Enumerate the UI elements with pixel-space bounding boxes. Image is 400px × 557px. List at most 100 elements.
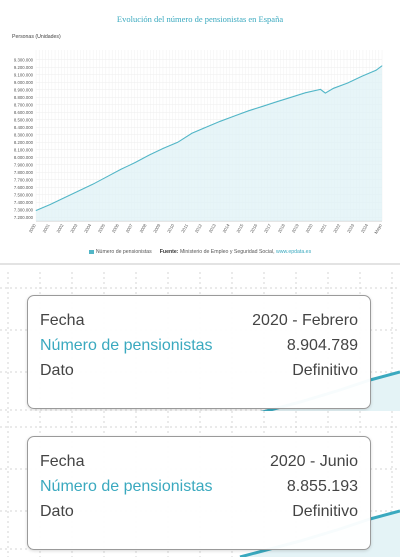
tooltip-date-value: 2020 - Junio bbox=[269, 453, 358, 470]
tooltip-status-value: Definitivo bbox=[292, 503, 358, 520]
y-tick-label: 8.100.000 bbox=[14, 147, 34, 152]
series-point bbox=[205, 126, 207, 128]
tooltip-series-label: Número de pensionistas bbox=[40, 337, 213, 354]
legend-source-label: Fuente: bbox=[159, 249, 179, 255]
x-tick-label: 2003 bbox=[69, 222, 78, 233]
y-tick-label: 7.600.000 bbox=[14, 185, 34, 190]
zoom-panel-february: Fecha 2020 - Febrero Número de pensionis… bbox=[0, 272, 400, 418]
tooltip-series-value: 8.855.193 bbox=[286, 478, 358, 495]
y-tick-label: 7.900.000 bbox=[14, 162, 34, 167]
tooltip-row-status: Dato Definitivo bbox=[40, 359, 358, 383]
legend-source-text: Ministerio de Empleo y Seguridad Social, bbox=[179, 249, 275, 255]
x-tick-label: 2000 bbox=[28, 222, 37, 233]
x-tick-label: 2007 bbox=[125, 222, 134, 233]
series-point bbox=[177, 141, 179, 143]
series-point bbox=[234, 115, 235, 117]
y-tick-label: 7.800.000 bbox=[14, 170, 34, 175]
series-point bbox=[219, 120, 221, 122]
series-point bbox=[324, 92, 326, 94]
x-tick-label: 2016 bbox=[249, 222, 258, 233]
y-tick-label: 7.200.000 bbox=[14, 215, 34, 220]
chart-legend: Número de pensionistas Fuente: Ministerio… bbox=[0, 249, 400, 255]
x-tick-label: 2013 bbox=[208, 222, 217, 233]
tooltip-row-series: Número de pensionistas 8.855.193 bbox=[40, 475, 358, 499]
legend-series-label: Número de pensionistas bbox=[95, 249, 152, 255]
x-tick-label: 2011 bbox=[180, 222, 189, 233]
y-tick-label: 8.800.000 bbox=[14, 95, 34, 100]
series-point bbox=[320, 89, 321, 90]
x-tick-label: 2012 bbox=[194, 222, 203, 233]
x-tick-label: 2014 bbox=[222, 222, 231, 233]
tooltip-status-label: Dato bbox=[40, 362, 74, 379]
y-tick-label: 8.900.000 bbox=[14, 87, 34, 92]
series-point bbox=[347, 82, 349, 84]
y-tick-label: 7.700.000 bbox=[14, 177, 34, 182]
x-tick-label: Mayo bbox=[373, 222, 383, 234]
x-tick-label: 2005 bbox=[97, 222, 106, 233]
y-tick-label: 9.100.000 bbox=[14, 72, 34, 77]
tooltip-series-label: Número de pensionistas bbox=[40, 478, 213, 495]
chart-plot: 7.200.000 7.300.000 7.400.000 7.500.000 7.60… bbox=[12, 34, 383, 235]
series-point bbox=[120, 168, 122, 170]
y-tick-label: 8.500.000 bbox=[14, 117, 34, 122]
series-point bbox=[375, 69, 377, 71]
x-tick-label: 2004 bbox=[83, 222, 92, 233]
x-tick-label: 2008 bbox=[138, 222, 147, 233]
series-point bbox=[304, 92, 306, 94]
x-tick-label: 2019 bbox=[291, 222, 300, 233]
y-tick-label: 8.700.000 bbox=[14, 102, 34, 107]
series-point bbox=[106, 176, 108, 178]
series-point bbox=[148, 154, 150, 156]
x-tick-label: 2022 bbox=[332, 222, 341, 233]
y-tick-label: 8.300.000 bbox=[14, 132, 34, 137]
y-tick-label: 7.300.000 bbox=[14, 207, 34, 212]
x-tick-label: 2021 bbox=[318, 222, 327, 233]
tooltip-row-status: Dato Definitivo bbox=[40, 500, 358, 524]
y-tick-label: 7.400.000 bbox=[14, 200, 34, 205]
tooltip-status-value: Definitivo bbox=[292, 362, 358, 379]
y-tick-label: 9.200.000 bbox=[14, 65, 34, 70]
series-point bbox=[262, 105, 264, 107]
x-tick-label: 2010 bbox=[166, 222, 175, 233]
tooltip-card: Fecha 2020 - Febrero Número de pensionis… bbox=[27, 295, 371, 409]
x-tick-label: 2015 bbox=[235, 222, 244, 233]
y-tick-label: 8.400.000 bbox=[14, 125, 34, 130]
x-tick-label: 2006 bbox=[111, 222, 120, 233]
y-tick-label: 8.000.000 bbox=[14, 155, 34, 160]
legend-source-link[interactable]: www.epdata.es bbox=[275, 249, 312, 255]
y-tick-label: 9.300.000 bbox=[14, 57, 34, 62]
series-point bbox=[191, 132, 193, 134]
series-point bbox=[78, 190, 79, 192]
zoom-panel-june: Fecha 2020 - Junio Número de pensionista… bbox=[0, 411, 400, 557]
x-tick-label: 2023 bbox=[346, 222, 355, 233]
tooltip-row-date: Fecha 2020 - Febrero bbox=[40, 309, 358, 333]
tooltip-card: Fecha 2020 - Junio Número de pensionista… bbox=[27, 436, 371, 550]
series-point bbox=[276, 101, 278, 103]
x-tick-label: 2024 bbox=[360, 222, 369, 233]
chart-title: Evolución del número de pensionistas en … bbox=[116, 14, 284, 24]
y-tick-label: 8.600.000 bbox=[14, 110, 34, 115]
series-point bbox=[333, 87, 334, 89]
tooltip-date-label: Fecha bbox=[40, 312, 85, 329]
series-point bbox=[290, 96, 292, 98]
legend-swatch bbox=[88, 249, 94, 254]
series-area bbox=[36, 65, 382, 221]
series-point bbox=[248, 110, 249, 112]
tooltip-status-label: Dato bbox=[40, 503, 74, 520]
section-divider bbox=[0, 263, 400, 265]
tooltip-row-series: Número de pensionistas 8.904.789 bbox=[40, 334, 358, 358]
series-point bbox=[35, 210, 37, 211]
x-tick-label: 2001 bbox=[42, 222, 51, 233]
pensioners-chart: Evolución del número de pensionistas en … bbox=[0, 0, 400, 262]
x-tick-label: 2009 bbox=[152, 222, 161, 233]
x-tick-label: 2002 bbox=[55, 222, 64, 233]
series-point bbox=[92, 183, 94, 185]
series-point bbox=[163, 147, 164, 149]
x-tick-label: 2018 bbox=[277, 222, 286, 233]
tooltip-date-label: Fecha bbox=[40, 453, 85, 470]
tooltip-date-value: 2020 - Febrero bbox=[252, 312, 358, 329]
tooltip-row-date: Fecha 2020 - Junio bbox=[40, 450, 358, 474]
series-point bbox=[134, 162, 136, 163]
series-point bbox=[361, 75, 363, 77]
series-point bbox=[63, 197, 65, 199]
